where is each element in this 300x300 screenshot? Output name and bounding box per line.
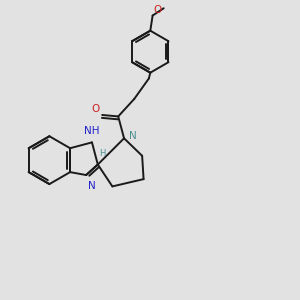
Text: H: H <box>99 149 106 158</box>
Text: O: O <box>91 103 99 113</box>
Text: N: N <box>88 181 95 191</box>
Text: N: N <box>129 131 137 141</box>
Text: NH: NH <box>84 126 100 136</box>
Text: O: O <box>153 5 161 15</box>
